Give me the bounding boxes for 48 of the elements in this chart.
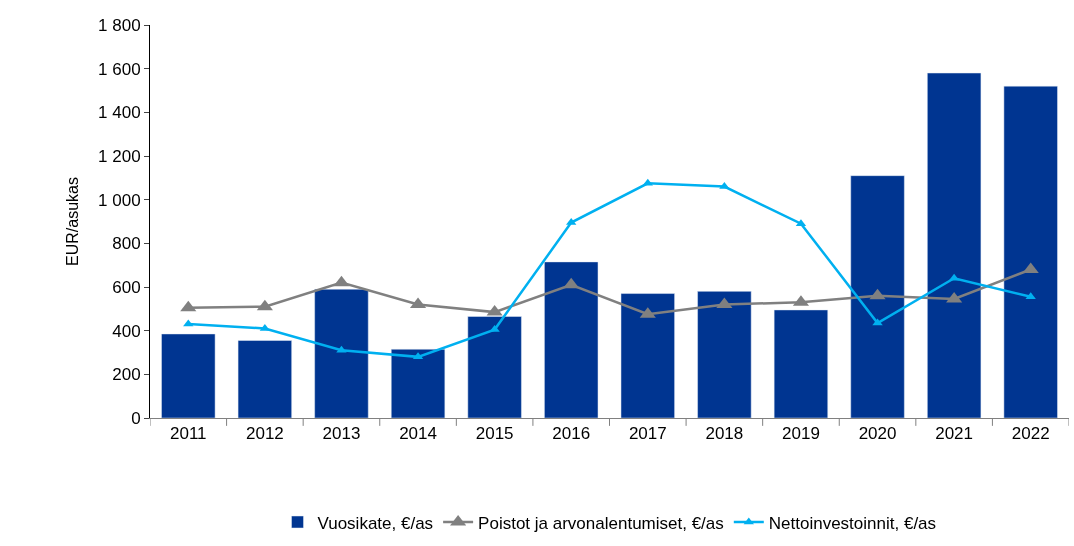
bar	[1003, 85, 1058, 418]
y-tick-label: 200	[112, 365, 141, 385]
point	[563, 277, 580, 289]
point	[336, 345, 347, 353]
bar	[237, 340, 292, 418]
y-axis-title: EUR/asukas	[63, 177, 81, 266]
bar	[544, 261, 599, 418]
bar	[467, 316, 522, 418]
x-tick-label: 2020	[858, 424, 897, 444]
x-tick-label: 2016	[552, 424, 591, 444]
point	[256, 299, 273, 311]
x-tick-label: 2018	[705, 424, 744, 444]
y-tick-label: 600	[112, 277, 141, 297]
y-tick-label: 1 800	[98, 15, 141, 35]
x-tick-label: 2011	[170, 424, 207, 444]
point	[872, 318, 883, 326]
y-tick-label: 1 400	[98, 103, 141, 123]
bar	[850, 175, 905, 418]
point	[1022, 262, 1039, 274]
bar	[697, 291, 752, 418]
point	[333, 275, 350, 287]
legend-label: Poistot ja arvonalentumiset, €/as	[478, 513, 724, 533]
x-tick-label: 2021	[935, 424, 974, 444]
x-tick-label: 2022	[1011, 424, 1050, 444]
legend-label: Vuosikate, €/as	[317, 513, 434, 533]
bar	[773, 309, 829, 418]
point	[869, 288, 886, 300]
legend-label: Nettoinvestoinnit, €/as	[768, 513, 937, 533]
point	[642, 178, 653, 186]
y-tick-label: 0	[131, 408, 141, 428]
y-tick-label: 1 200	[98, 146, 141, 166]
x-tick-label: 2015	[475, 424, 514, 444]
x-tick-label: 2014	[399, 424, 437, 444]
x-tick-label: 2013	[322, 424, 361, 444]
bar	[314, 288, 369, 418]
point	[1025, 292, 1036, 300]
x-tick-label: 2017	[628, 424, 667, 444]
x-tick-label: 2012	[245, 424, 284, 444]
point	[180, 300, 197, 312]
x-tick-label: 2019	[782, 424, 820, 444]
y-tick-label: 1 600	[98, 59, 141, 79]
y-tick-label: 1 000	[98, 190, 141, 210]
bar	[620, 293, 675, 418]
bar	[390, 348, 446, 418]
y-tick-label: 400	[112, 321, 141, 341]
bar	[927, 72, 982, 418]
bar	[161, 333, 216, 418]
y-tick-label: 800	[112, 234, 141, 254]
